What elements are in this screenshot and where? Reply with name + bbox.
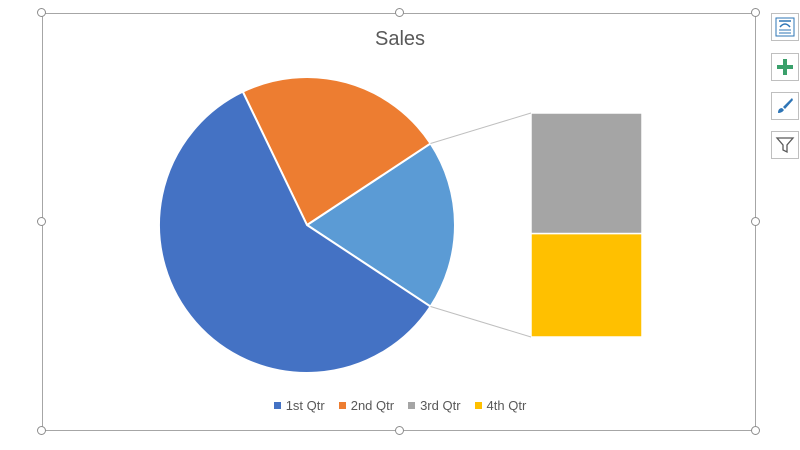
bar-segment-3rd-qtr[interactable] [530, 112, 643, 235]
resize-handle-bottom-right[interactable] [751, 426, 760, 435]
chart-styles-button[interactable] [771, 92, 799, 120]
resize-handle-top-right[interactable] [751, 8, 760, 17]
resize-handle-left[interactable] [37, 217, 46, 226]
legend-label: 1st Qtr [285, 398, 325, 413]
brush-icon [778, 98, 793, 113]
legend-item[interactable]: 4th Qtr [474, 398, 527, 413]
chart-filters-button[interactable] [771, 131, 799, 159]
filter-icon [775, 137, 795, 154]
legend-label: 3rd Qtr [420, 398, 461, 413]
add-chart-element-button[interactable] [771, 53, 799, 81]
legend-label: 2nd Qtr [350, 398, 395, 413]
legend-item[interactable]: 3rd Qtr [408, 398, 461, 413]
plus-icon [777, 59, 793, 75]
legend-item[interactable]: 1st Qtr [273, 398, 325, 413]
resize-handle-top[interactable] [395, 8, 404, 17]
legend-swatch [474, 402, 482, 409]
connector-line-bottom[interactable] [430, 306, 532, 338]
legend-swatch [408, 402, 416, 409]
legend-swatch [338, 402, 346, 409]
resize-handle-bottom[interactable] [395, 426, 404, 435]
chart-elements-button[interactable] [771, 13, 799, 41]
legend-item[interactable]: 2nd Qtr [338, 398, 395, 413]
bar-segment-4th-qtr[interactable] [530, 232, 643, 338]
resize-handle-bottom-left[interactable] [37, 426, 46, 435]
pie-slice-other[interactable] [305, 142, 456, 308]
chart-elements-icon [775, 17, 795, 37]
chart-legend[interactable]: 1st Qtr 2nd Qtr 3rd Qtr 4th Qtr [0, 398, 800, 413]
legend-label: 4th Qtr [486, 398, 527, 413]
connector-line-top[interactable] [430, 112, 532, 144]
resize-handle-top-left[interactable] [37, 8, 46, 17]
pie-slice-1st-qtr[interactable] [158, 90, 432, 374]
legend-swatch [273, 402, 281, 409]
resize-handle-right[interactable] [751, 217, 760, 226]
chart-title[interactable]: Sales [374, 28, 426, 50]
